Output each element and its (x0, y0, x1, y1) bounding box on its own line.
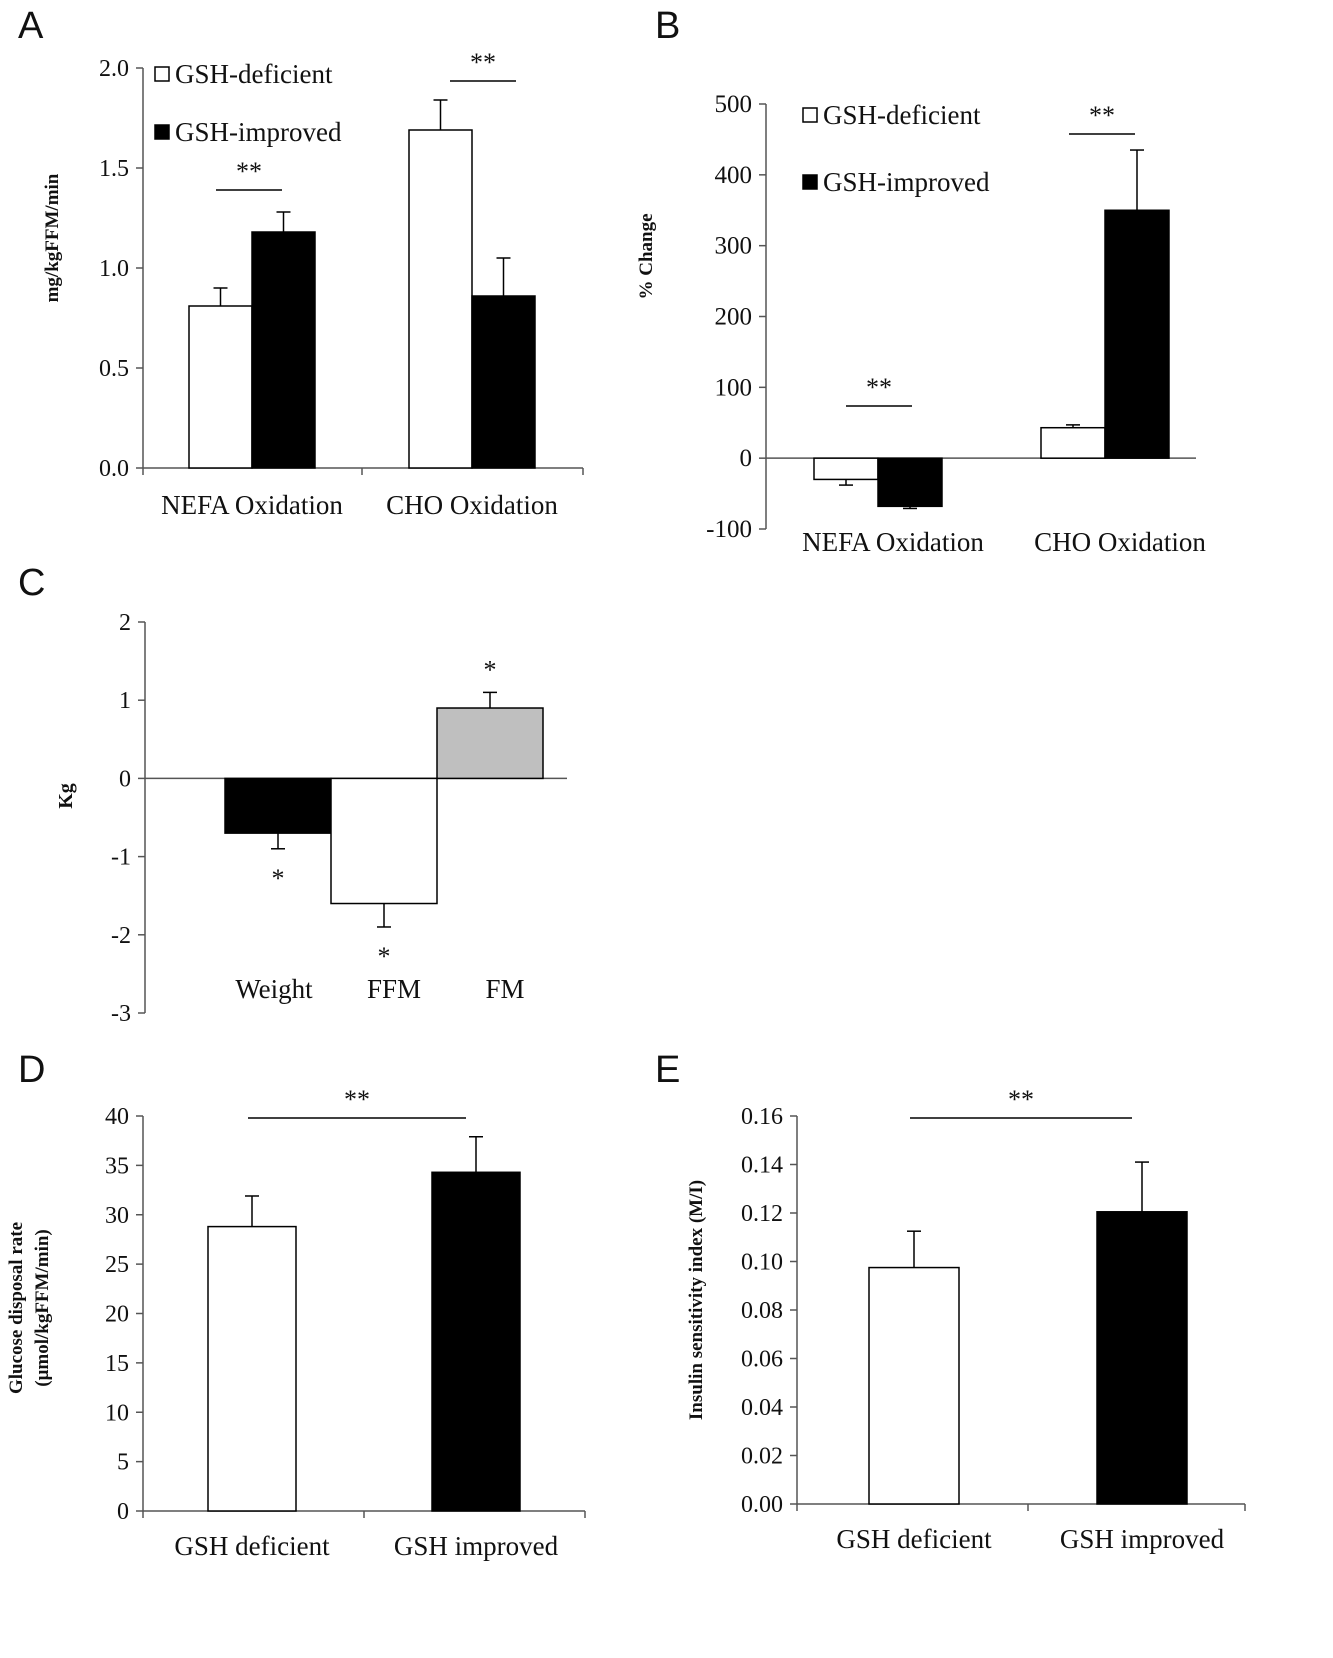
legend-swatch (154, 124, 170, 140)
x-tick-label: GSH deficient (836, 1524, 992, 1554)
y-tick-label: 0.04 (741, 1395, 783, 1421)
y-axis-label: Insulin sensitivity index (M/I) (686, 1180, 707, 1420)
panel-a: Amg/kgFFM/min 0.0 0.5 1.0 1.5 2.0 NEFA Oxidati… (18, 5, 584, 520)
y-tick-label: 100 (715, 374, 753, 401)
y-tick-label: 0 (119, 766, 131, 792)
legend-label: GSH-improved (175, 117, 342, 147)
x-tick-label: GSH improved (1060, 1524, 1225, 1554)
panel-b: B % Change -100 0 100 200 300 400 500 NEFA Oxidat… (636, 5, 1206, 557)
y-tick-label: 0 (117, 1499, 129, 1525)
legend-label: GSH-improved (823, 167, 990, 197)
panel-letter: E (655, 1049, 680, 1091)
panel-letter: C (18, 562, 45, 604)
y-tick-label: 2 (119, 610, 131, 636)
significance-label: * (378, 942, 391, 971)
panel-c: C Kg -3 -2 -1 0 1 2 * Weight * FFM * FM (18, 562, 567, 1027)
y-tick-label: 1.5 (99, 156, 129, 182)
y-tick-label: -100 (706, 516, 752, 543)
y-tick-label: 0.10 (741, 1250, 783, 1276)
y-tick-label: 0.0 (99, 456, 129, 482)
bar (224, 777, 332, 834)
legend-swatch (154, 66, 170, 82)
bar (1096, 1211, 1188, 1505)
significance-label: * (484, 655, 497, 684)
panel-letter: D (18, 1049, 45, 1091)
y-tick-label: 0.5 (99, 356, 129, 382)
y-tick-label: 0.06 (741, 1347, 783, 1373)
bar (408, 129, 473, 469)
y-tick-label: 0.00 (741, 1492, 783, 1518)
y-tick-label: 40 (105, 1104, 129, 1130)
bar (330, 777, 438, 905)
bar (877, 457, 943, 508)
significance-label: ** (236, 157, 262, 186)
y-tick-label: 1.0 (99, 256, 129, 282)
bar (868, 1266, 960, 1505)
x-tick-label: FFM (367, 974, 421, 1004)
significance-label: ** (1089, 101, 1115, 130)
y-tick-label: 200 (715, 304, 753, 331)
legend-swatch (802, 174, 818, 190)
y-tick-label: 15 (105, 1351, 129, 1377)
legend-swatch (802, 107, 818, 123)
y-tick-label: 20 (105, 1302, 129, 1328)
y-axis-label: % Change (636, 213, 657, 299)
x-tick-label: FM (485, 974, 524, 1004)
legend-label: GSH-deficient (823, 100, 981, 130)
panel-e: E Insulin sensitivity index (M/I) 0.00 0.02… (655, 1049, 1246, 1554)
y-tick-label: 30 (105, 1203, 129, 1229)
bar (431, 1171, 521, 1512)
y-axis-label: Kg (55, 783, 77, 809)
y-tick-label: 1 (119, 688, 131, 714)
legend-label: GSH-deficient (175, 59, 333, 89)
significance-label: ** (344, 1085, 370, 1114)
y-tick-label: 2.0 (99, 56, 129, 82)
panel-letter: B (655, 5, 680, 47)
significance-label: ** (1008, 1085, 1034, 1114)
y-tick-label: -2 (111, 923, 131, 949)
bar (1040, 426, 1106, 459)
y-tick-label: 35 (105, 1153, 129, 1179)
y-tick-label: 400 (715, 162, 753, 189)
panel-d: D Glucose disposal rate (μmol/kgFFM/min) 0 5… (6, 1049, 586, 1561)
bar (1104, 209, 1170, 459)
y-tick-label: 25 (105, 1252, 129, 1278)
bar (251, 231, 316, 469)
significance-label: ** (470, 48, 496, 77)
y-tick-label: 10 (105, 1400, 129, 1426)
x-tick-label: NEFA Oxidation (802, 527, 984, 557)
significance-label: ** (866, 373, 892, 402)
y-tick-label: 0.16 (741, 1104, 783, 1130)
y-tick-label: 300 (715, 233, 753, 260)
y-tick-label: 0.02 (741, 1444, 783, 1470)
significance-label: * (272, 864, 285, 893)
x-tick-label: CHO Oxidation (386, 490, 558, 520)
y-axis-label: mg/kgFFM/min (42, 173, 63, 302)
panel-letter: A (18, 5, 44, 47)
x-tick-label: GSH deficient (174, 1531, 330, 1561)
y-tick-label: -3 (111, 1001, 131, 1027)
x-tick-label: NEFA Oxidation (161, 490, 343, 520)
bar (813, 457, 879, 481)
y-tick-label: 5 (117, 1450, 129, 1476)
y-tick-label: 0.08 (741, 1298, 783, 1324)
bar (207, 1225, 297, 1512)
y-axis-label: (μmol/kgFFM/min) (32, 1229, 53, 1386)
bar (188, 305, 253, 469)
x-tick-label: CHO Oxidation (1034, 527, 1206, 557)
y-tick-label: 0.14 (741, 1153, 783, 1179)
y-tick-label: 0.12 (741, 1201, 783, 1227)
y-tick-label: 0 (740, 445, 753, 472)
bar (436, 707, 544, 780)
bar (471, 295, 536, 469)
y-axis-label: Glucose disposal rate (6, 1222, 27, 1394)
y-tick-label: -1 (111, 845, 131, 871)
y-tick-label: 500 (715, 91, 753, 118)
x-tick-label: Weight (235, 974, 313, 1004)
x-tick-label: GSH improved (394, 1531, 559, 1561)
